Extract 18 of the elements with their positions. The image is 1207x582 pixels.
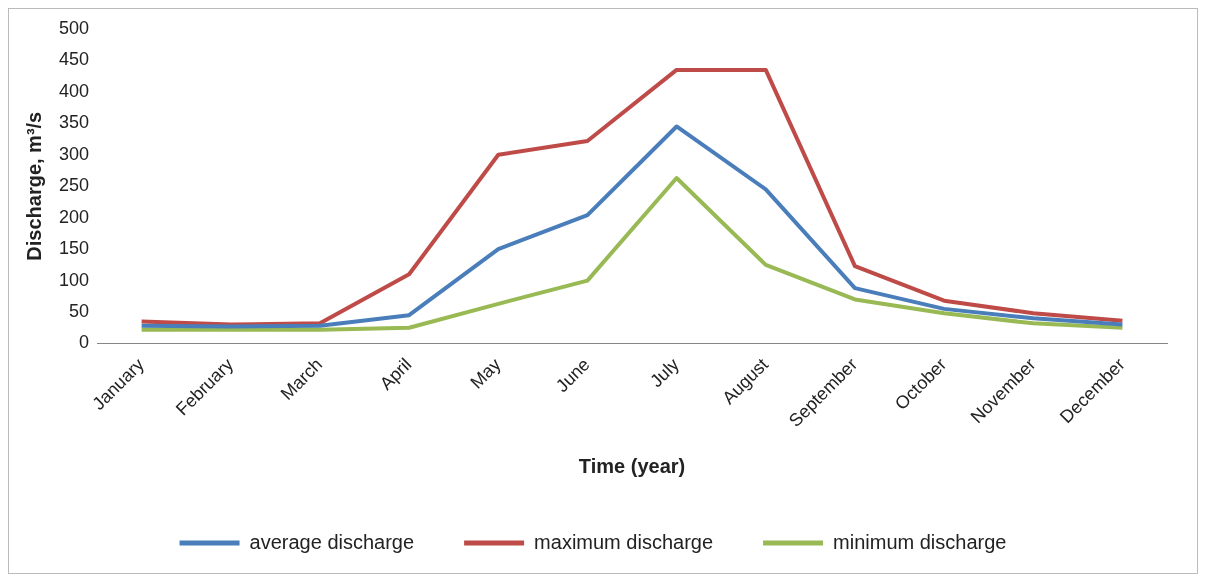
y-tick-label: 350	[58, 112, 90, 133]
x-tick-label: May	[466, 354, 505, 393]
legend-label: maximum discharge	[534, 530, 714, 553]
y-tick-label: 300	[58, 143, 90, 164]
y-tick-label: 250	[58, 175, 90, 196]
y-tick-label: 50	[69, 300, 90, 321]
x-tick-label: July	[646, 354, 683, 392]
y-tick-label: 450	[58, 49, 90, 70]
legend-label: average discharge	[249, 530, 415, 553]
y-axis-title: Discharge, m³/s	[22, 111, 45, 261]
y-tick-label: 400	[58, 80, 90, 101]
y-tick-label: 500	[58, 17, 90, 38]
x-axis-title: Time (year)	[578, 454, 686, 477]
y-tick-label: 150	[58, 238, 90, 259]
y-tick-label: 0	[79, 332, 90, 353]
y-tick-label: 100	[58, 269, 90, 290]
y-tick-label: 200	[58, 206, 90, 227]
legend-label: minimum discharge	[833, 530, 1007, 553]
